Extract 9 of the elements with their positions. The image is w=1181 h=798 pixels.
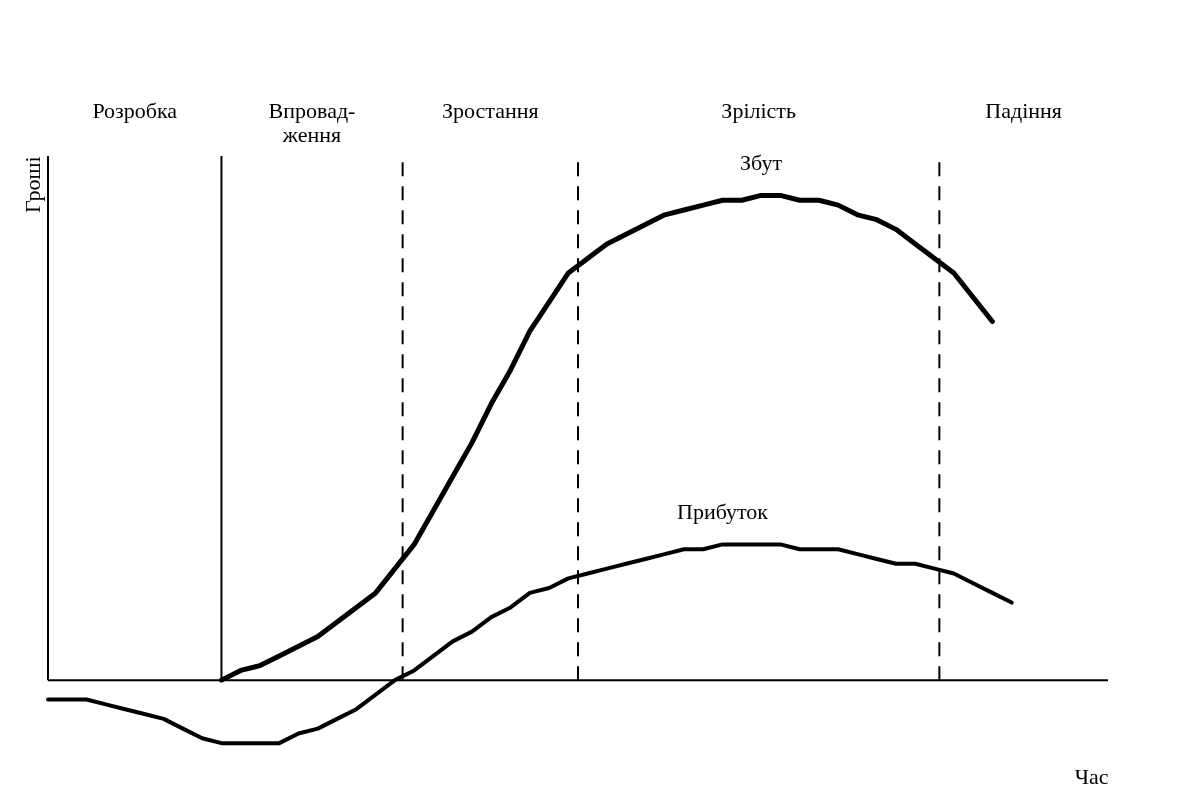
text: Розробка <box>92 98 178 123</box>
text: Впровад- ження <box>268 98 356 147</box>
text: Зростання <box>441 98 539 123</box>
x-axis-title: Час <box>1074 763 1109 789</box>
text: Падіння <box>985 98 1062 123</box>
series-label: Прибуток <box>677 499 769 525</box>
text: Зрілість <box>721 98 796 123</box>
y-axis-title: Гроші <box>19 156 45 213</box>
series-label: Збут <box>740 150 783 176</box>
